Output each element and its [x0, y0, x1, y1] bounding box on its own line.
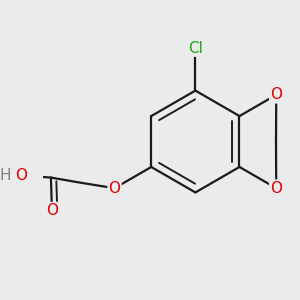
- Text: O: O: [15, 168, 27, 183]
- Text: O: O: [270, 87, 282, 102]
- Text: H: H: [0, 168, 11, 183]
- Text: Cl: Cl: [188, 41, 203, 56]
- Text: O: O: [109, 181, 121, 196]
- Text: O: O: [46, 203, 58, 218]
- Text: O: O: [270, 181, 282, 196]
